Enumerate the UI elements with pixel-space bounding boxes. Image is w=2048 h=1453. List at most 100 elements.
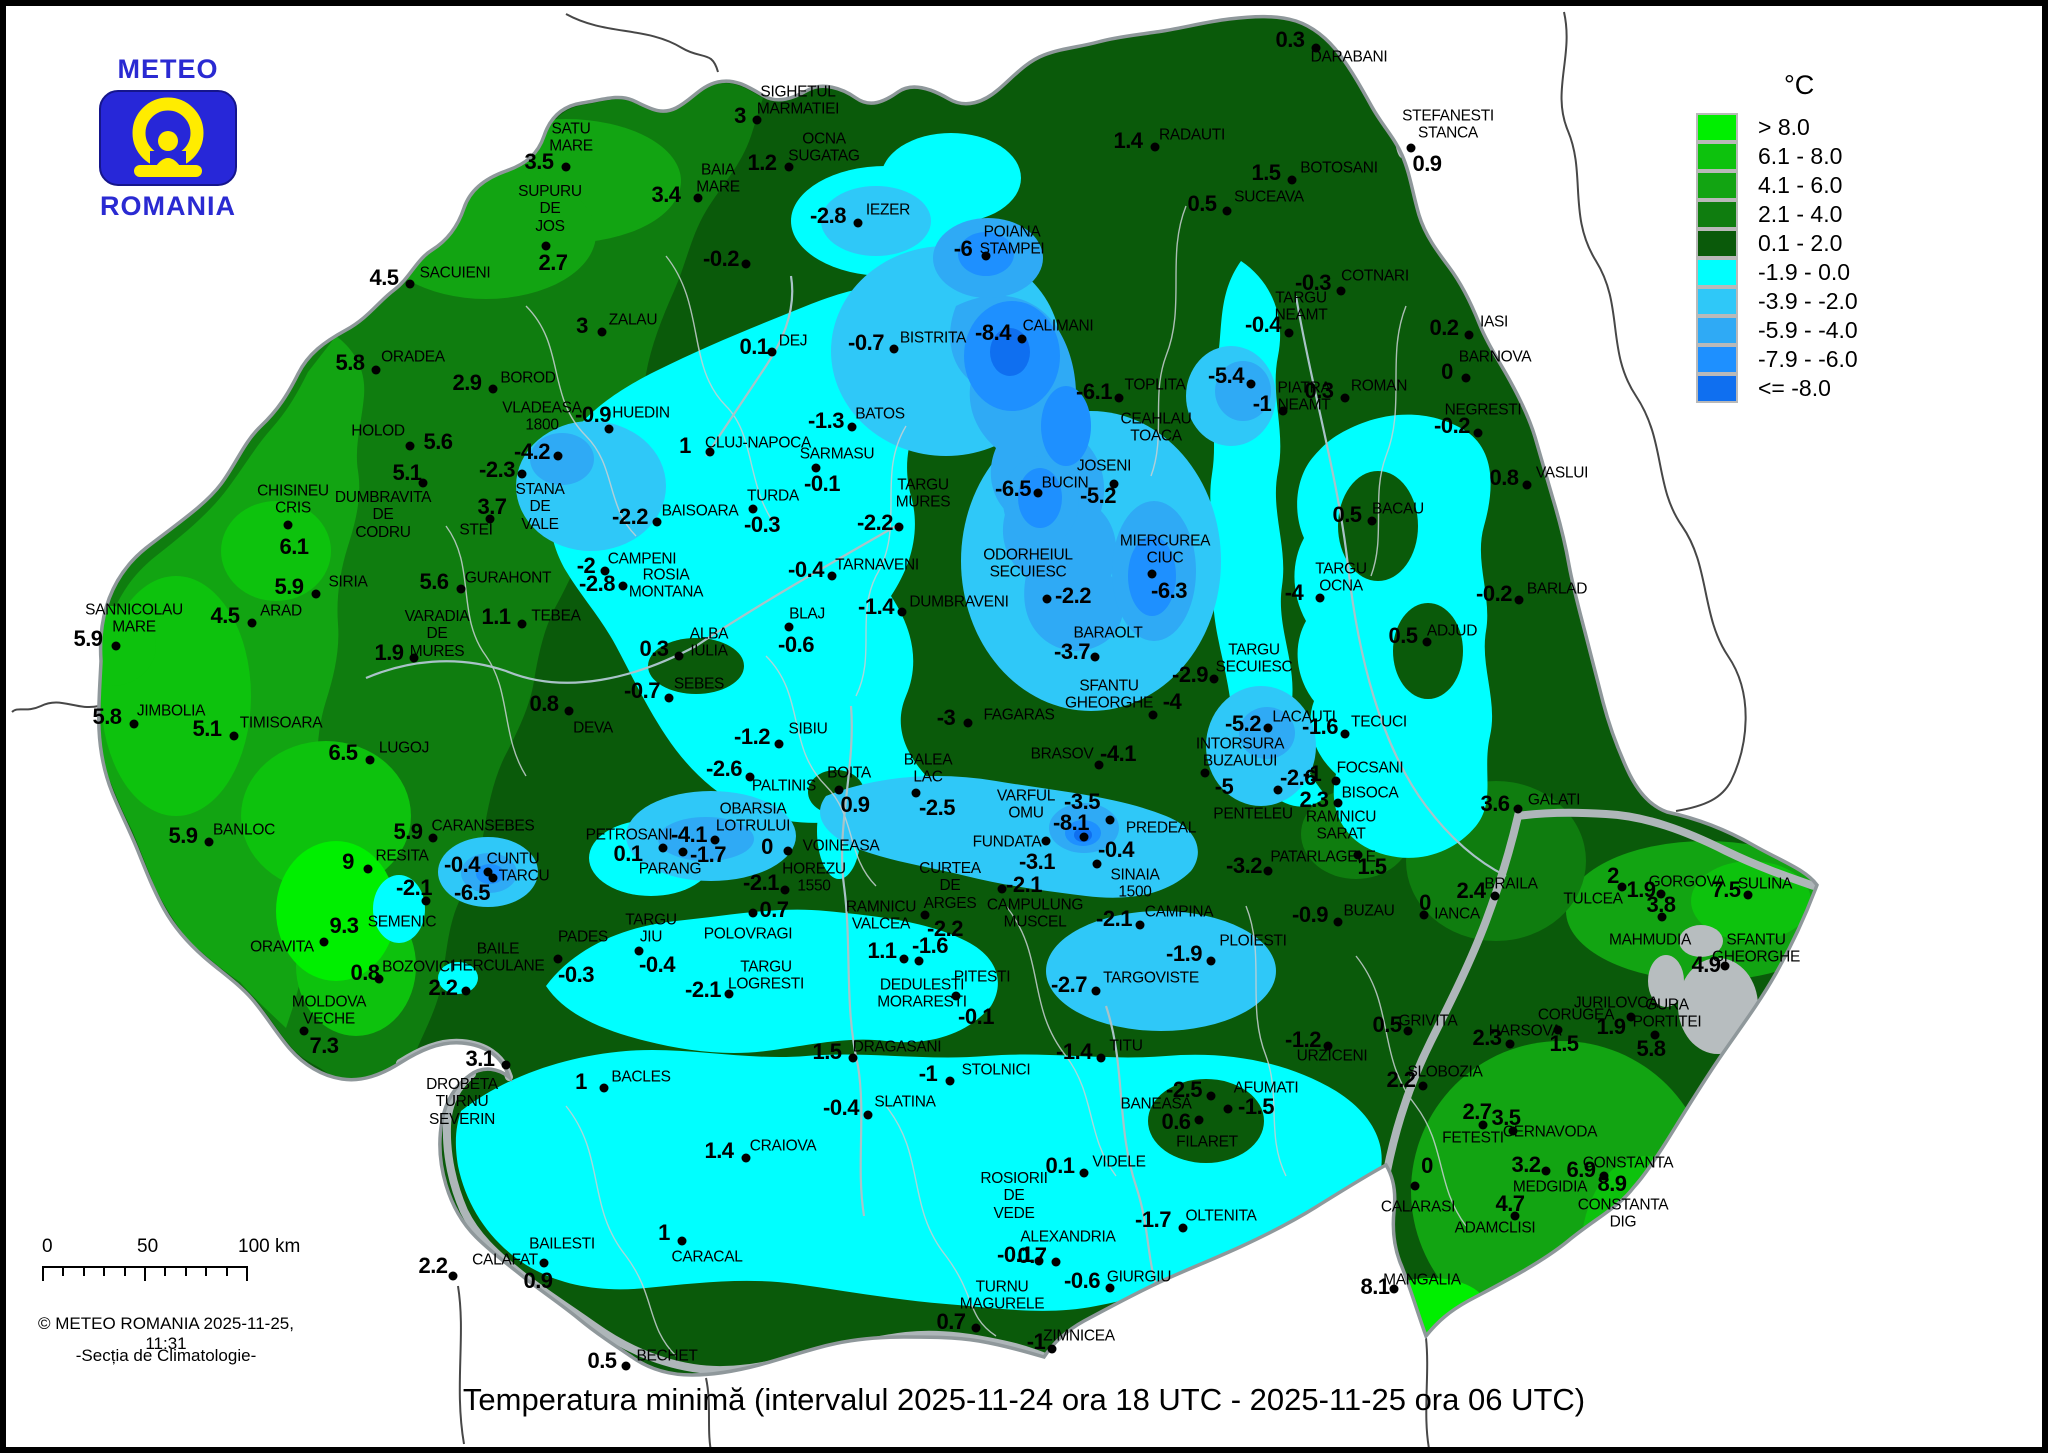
station-name: CRAIOVA bbox=[749, 1137, 817, 1155]
station-name: CERNAVODA bbox=[1502, 1123, 1598, 1141]
station-name: BATOS bbox=[855, 405, 905, 423]
station-name: ADJUD bbox=[1426, 622, 1478, 640]
station-value: 1.2 bbox=[747, 150, 777, 175]
station-value: 2.7 bbox=[538, 250, 568, 275]
station-dot-icon bbox=[299, 1026, 309, 1036]
station-name: RAMNICU SARAT bbox=[1305, 808, 1377, 843]
station-value: -1.4 bbox=[858, 594, 894, 619]
station-name: SARMASU bbox=[799, 445, 875, 463]
station-dot-icon bbox=[894, 522, 904, 532]
station-name: BISOCA bbox=[1341, 784, 1399, 802]
station-value: 0.5 bbox=[1372, 1012, 1402, 1037]
station-value: 1.5 bbox=[1251, 160, 1281, 185]
station-value: 6.5 bbox=[328, 740, 358, 765]
station-dot-icon bbox=[678, 847, 688, 857]
station-value: -3.2 bbox=[1226, 853, 1262, 878]
station-name: VARFUL OMU bbox=[996, 787, 1056, 822]
neighbor-borders bbox=[11, 11, 1747, 1447]
station-name: GIURGIU bbox=[1106, 1268, 1172, 1286]
station-dot-icon bbox=[488, 384, 498, 394]
station-name: FAGARAS bbox=[983, 706, 1055, 724]
station-dot-icon bbox=[1336, 286, 1346, 296]
station-name: BOTOSANI bbox=[1300, 159, 1378, 177]
legend-swatch-icon bbox=[1696, 258, 1738, 287]
station-dot-icon bbox=[1287, 175, 1297, 185]
station-dot-icon bbox=[1418, 1081, 1428, 1091]
station-name: AFUMATI bbox=[1233, 1079, 1299, 1097]
station-name: CEAHLAU TOACA bbox=[1120, 410, 1192, 445]
station-name: TARGOVISTE bbox=[1103, 969, 1199, 987]
station-name: BOZOVICI bbox=[382, 958, 454, 976]
station-dot-icon bbox=[1273, 785, 1283, 795]
station-name: CALAFAT bbox=[472, 1251, 538, 1269]
legend-label: 4.1 - 6.0 bbox=[1758, 172, 1843, 198]
station-name: TARGU LOGRESTI bbox=[728, 958, 804, 993]
station-value: 0.7 bbox=[1017, 1243, 1047, 1268]
station-dot-icon bbox=[456, 584, 466, 594]
station-dot-icon bbox=[780, 885, 790, 895]
station-name: ADAMCLISI bbox=[1454, 1219, 1536, 1237]
legend-label: <= -8.0 bbox=[1758, 375, 1831, 401]
station-dot-icon bbox=[914, 956, 924, 966]
station-value: 3.5 bbox=[524, 149, 554, 174]
station-dot-icon bbox=[1206, 1091, 1216, 1101]
station-value: 2.2 bbox=[1386, 1067, 1416, 1092]
station-value: 2.3 bbox=[1472, 1025, 1502, 1050]
station-name: CARACAL bbox=[671, 1248, 743, 1266]
station-dot-icon bbox=[517, 469, 527, 479]
station-name: TARNAVENI bbox=[835, 556, 919, 574]
station-name: STEI bbox=[459, 521, 493, 539]
scale-label-0: 0 bbox=[42, 1236, 53, 1257]
station-name: ARAD bbox=[260, 602, 302, 620]
station-dot-icon bbox=[1096, 1053, 1106, 1063]
station-name: HOLOD bbox=[351, 422, 405, 440]
station-name: CUNTU bbox=[486, 850, 540, 868]
station-dot-icon bbox=[827, 571, 837, 581]
station-dot-icon bbox=[774, 739, 784, 749]
station-value: -2.8 bbox=[579, 571, 615, 596]
station-dot-icon bbox=[693, 193, 703, 203]
station-dot-icon bbox=[539, 1258, 549, 1268]
station-dot-icon bbox=[1743, 890, 1753, 900]
station-value: 3.4 bbox=[651, 182, 681, 207]
station-dot-icon bbox=[1178, 1223, 1188, 1233]
romania-map bbox=[11, 11, 1819, 1447]
station-name: ALBA IULIA bbox=[689, 625, 729, 660]
station-dot-icon bbox=[1017, 334, 1027, 344]
scale-bar-ruler bbox=[42, 1266, 248, 1282]
scale-tick bbox=[184, 1268, 187, 1276]
legend-label: -1.9 - 0.0 bbox=[1758, 259, 1851, 285]
legend-item-8: -7.9 - -6.0 bbox=[1696, 345, 2026, 374]
station-value: 2 bbox=[1607, 863, 1619, 888]
station-dot-icon bbox=[600, 566, 610, 576]
station-dot-icon bbox=[889, 344, 899, 354]
station-name: DEDULESTI MORARESTI bbox=[877, 976, 967, 1011]
station-dot-icon bbox=[1422, 637, 1432, 647]
station-value: 1.9 bbox=[374, 640, 404, 665]
copyright-line2: -Secția de Climatologie- bbox=[75, 1346, 257, 1365]
station-dot-icon bbox=[767, 347, 777, 357]
station-dot-icon bbox=[748, 908, 758, 918]
station-value: -0.4 bbox=[639, 952, 675, 977]
station-value: 5.9 bbox=[168, 823, 198, 848]
station-dot-icon bbox=[621, 1361, 631, 1371]
station-name: GURAHONT bbox=[464, 569, 552, 587]
scale-tick bbox=[164, 1268, 167, 1276]
station-dot-icon bbox=[951, 991, 961, 1001]
station-name: CAMPENI bbox=[607, 550, 677, 568]
station-value: -1 bbox=[1252, 391, 1272, 416]
station-dot-icon bbox=[677, 1236, 687, 1246]
station-name: TURDA bbox=[747, 487, 799, 505]
station-name: DUMBRAVITA DE CODRU bbox=[334, 488, 432, 541]
station-name: VIDELE bbox=[1092, 1153, 1146, 1171]
station-value: 0.9 bbox=[840, 792, 870, 817]
station-name: BAIA MARE bbox=[696, 161, 740, 196]
station-name: SINAIA 1500 bbox=[1110, 866, 1160, 901]
station-name: BARAOLT bbox=[1073, 624, 1143, 642]
station-name: BOITA bbox=[827, 764, 871, 782]
legend-swatch-icon bbox=[1696, 142, 1738, 171]
station-value: 0.2 bbox=[1429, 315, 1459, 340]
legend-rows: > 8.0 6.1 - 8.0 4.1 - 6.0 2.1 - 4.0 0.1 - 2.… bbox=[1696, 113, 2026, 403]
station-name: HUEDIN bbox=[612, 404, 670, 422]
